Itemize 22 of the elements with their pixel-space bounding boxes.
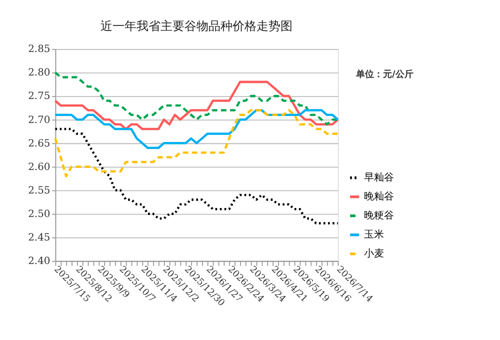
y-tick-label: 2.65	[28, 138, 50, 150]
y-tick-label: 2.70	[28, 114, 50, 126]
y-tick-label: 2.45	[28, 232, 50, 244]
y-tick-label: 2.55	[28, 185, 50, 196]
line-series	[54, 80, 339, 130]
chart-title: 近一年我省主要谷物品种价格走势图	[100, 18, 293, 33]
y-tick-label: 2.50	[28, 208, 50, 220]
y-tick-label: 2.85	[28, 44, 50, 56]
y-tick-label: 2.60	[28, 162, 50, 173]
line-series	[54, 109, 339, 150]
line-series	[54, 71, 339, 126]
legend-label: 玉米	[364, 228, 384, 241]
legend-label: 小麦	[364, 248, 384, 260]
y-tick-label: 2.40	[28, 256, 50, 268]
legend-label: 晚粳谷	[364, 210, 394, 222]
text: 单位：元/公斤	[354, 69, 414, 80]
legend-label: 晚籼谷	[364, 190, 394, 203]
y-tick-label: 2.80	[28, 68, 50, 79]
y-tick-label: 2.75	[28, 91, 50, 102]
line-series	[54, 128, 339, 224]
legend-label: 早籼谷	[364, 172, 394, 184]
line-series	[54, 109, 339, 178]
